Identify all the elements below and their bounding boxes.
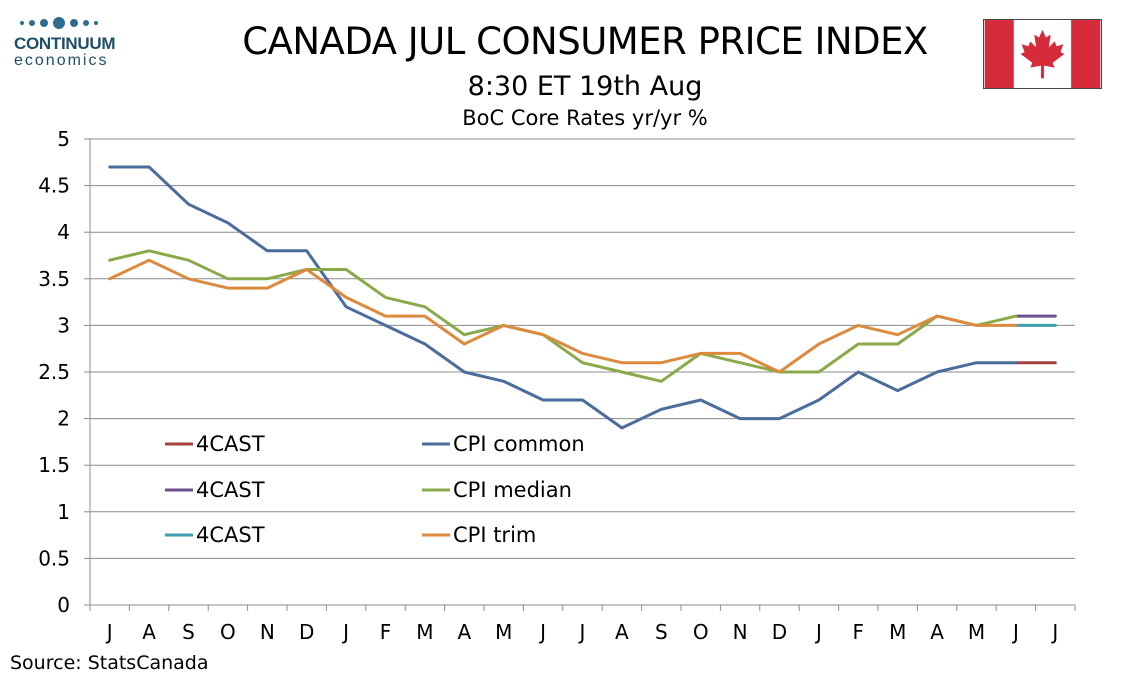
x-tick-label: S [655, 620, 668, 644]
y-tick-label: 1.5 [38, 453, 70, 477]
y-tick-label: 4.5 [38, 174, 70, 198]
logo-sub: economics [14, 52, 109, 69]
y-tick-label: 0 [57, 593, 70, 617]
x-tick-label: A [142, 620, 156, 644]
legend-label: 4CAST [196, 432, 265, 456]
y-tick-label: 4 [57, 220, 70, 244]
page-subtitle: 8:30 ET 19th Aug [467, 71, 703, 102]
cpi-common-line [108, 165, 1018, 430]
x-tick-label: D [772, 620, 787, 644]
logo-name: CONTINUUM [14, 34, 116, 53]
legend: 4CAST CPI common 4CAST CPI median 4CAST CPI t… [165, 432, 585, 547]
logo-dots-icon [20, 14, 134, 32]
legend-label: CPI common [453, 432, 585, 456]
x-tick-label: O [693, 620, 709, 644]
x-tick-label: M [968, 620, 985, 644]
legend-label: CPI median [453, 478, 572, 502]
x-tick-label: J [538, 620, 546, 644]
x-tick-label: M [416, 620, 433, 644]
x-tick-label: J [1011, 620, 1019, 644]
x-tick-label: F [380, 620, 392, 644]
grid-lines [84, 138, 1075, 606]
page-title: CANADA JUL CONSUMER PRICE INDEX [242, 20, 928, 63]
y-tick-label: 5 [57, 127, 70, 151]
x-tick-label: J [1050, 620, 1058, 644]
x-tick-label: A [615, 620, 629, 644]
x-tick-label: D [299, 620, 314, 644]
x-tick-label: J [341, 620, 349, 644]
x-tick-label: N [260, 620, 275, 644]
x-tick-label: M [889, 620, 906, 644]
chart-title: BoC Core Rates yr/yr % [462, 106, 708, 130]
series-lines [108, 165, 1057, 430]
x-tick-label: S [182, 620, 195, 644]
canada-flag-icon [983, 19, 1102, 89]
cpi-median-line [108, 249, 1018, 383]
y-tick-label: 3 [57, 313, 70, 337]
legend-label: 4CAST [196, 478, 265, 502]
x-tick-label: J [105, 620, 113, 644]
x-tick-label: N [733, 620, 748, 644]
x-tick-label: F [853, 620, 865, 644]
legend-label: CPI trim [453, 523, 536, 547]
x-tick-label: J [578, 620, 586, 644]
x-tick-label: M [495, 620, 512, 644]
y-tick-label: 2 [57, 407, 70, 431]
cpi-trim-line [108, 258, 1018, 374]
axes [89, 139, 1076, 611]
y-tick-label: 0.5 [38, 546, 70, 570]
x-tick-label: A [930, 620, 944, 644]
y-tick-label: 1 [57, 500, 70, 524]
y-tick-label: 3.5 [38, 267, 70, 291]
continuum-logo: CONTINUUM economics [14, 14, 134, 70]
source-note: Source: StatsCanada [10, 652, 209, 674]
y-tick-label: 2.5 [38, 360, 70, 384]
x-tick-label: A [457, 620, 471, 644]
x-tick-label: J [814, 620, 822, 644]
y-axis-labels: 0 0.5 1 1.5 2 2.5 3 3.5 4 4.5 5 [38, 127, 70, 617]
legend-label: 4CAST [196, 523, 265, 547]
x-tick-label: O [220, 620, 236, 644]
